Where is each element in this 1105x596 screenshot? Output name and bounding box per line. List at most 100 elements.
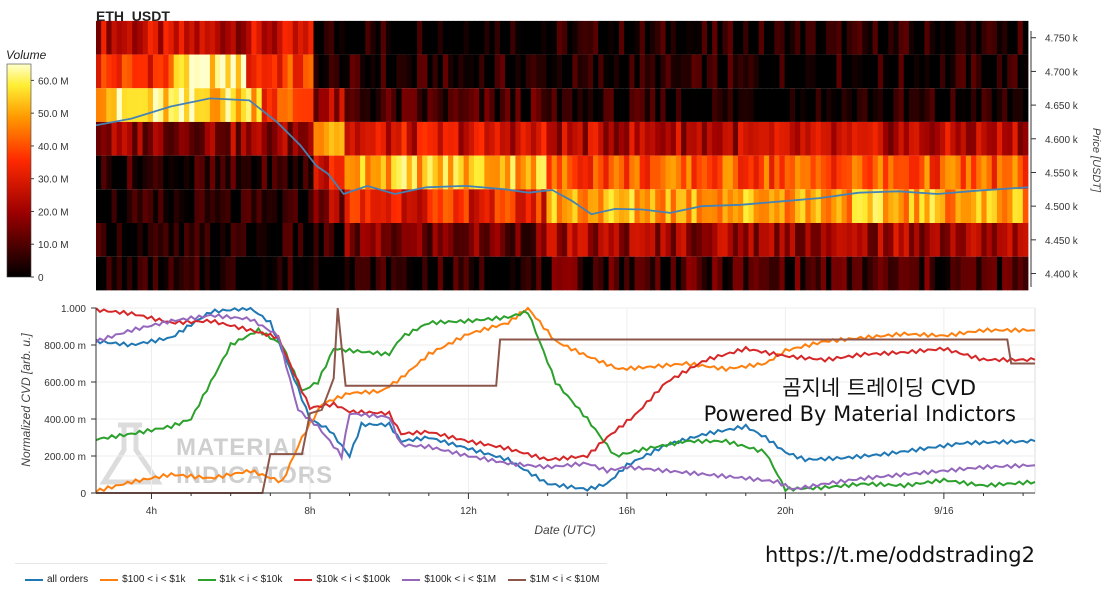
heatmap-cell (774, 54, 780, 89)
heatmap-cell (484, 189, 490, 223)
heatmap-cell (634, 54, 641, 89)
heatmap-cell (748, 256, 754, 291)
colorbar-tick-label: 0 (38, 273, 44, 284)
heatmap-cell (908, 155, 915, 190)
heatmap-cell (805, 189, 811, 223)
heatmap-cell (349, 88, 356, 122)
heatmap-cell (277, 155, 283, 190)
heatmap-cell (955, 223, 962, 257)
heatmap-cell (116, 88, 123, 122)
heatmap-cell (96, 20, 102, 55)
heatmap-cell (650, 121, 656, 156)
legend-item[interactable]: $1M < i < $10M (508, 574, 600, 585)
heatmap-cell (168, 54, 175, 89)
heatmap-cell (670, 54, 677, 89)
heatmap-cell (670, 155, 677, 190)
heatmap-cell (1017, 121, 1024, 156)
heatmap-cell (929, 189, 936, 223)
heatmap-cell (598, 155, 604, 190)
heatmap-cell (732, 155, 739, 190)
heatmap-cell (675, 223, 682, 257)
heatmap-cell (127, 88, 133, 122)
heatmap-cell (960, 256, 967, 291)
heatmap-cell (505, 121, 511, 156)
telegram-url[interactable]: https://t.me/oddstrading2 (765, 543, 1035, 567)
heatmap-cell (556, 121, 563, 156)
heatmap-cell (955, 121, 962, 156)
heatmap-cell (836, 223, 842, 257)
heatmap-cell (996, 20, 1003, 55)
heatmap-cell (613, 256, 620, 291)
heatmap-cell (929, 223, 936, 257)
heatmap-cell (494, 121, 501, 156)
heatmap-cell (820, 54, 827, 89)
heatmap-cell (463, 155, 470, 190)
heatmap-cell (194, 88, 200, 122)
heatmap-cell (732, 223, 739, 257)
heatmap-cell (189, 20, 195, 55)
heatmap-cell (629, 189, 635, 223)
heatmap-cell (784, 121, 791, 156)
heatmap-cell (256, 121, 263, 156)
legend-item[interactable]: $100k < i < $1M (402, 574, 496, 585)
heatmap-cell (996, 223, 1003, 257)
heatmap-cell (1022, 223, 1029, 257)
heatmap-cell (505, 189, 511, 223)
heatmap-cell (463, 256, 470, 291)
legend-item[interactable]: $1k < i < $10k (197, 574, 282, 585)
heatmap-cell (184, 223, 190, 257)
heatmap-cell (629, 155, 635, 190)
heatmap-cell (1002, 189, 1008, 223)
heatmap-cell (624, 223, 630, 257)
heatmap-cell (872, 189, 879, 223)
heatmap-cell (272, 121, 278, 156)
heatmap-cell (463, 121, 470, 156)
heatmap-cell (888, 20, 894, 55)
heatmap-cell (587, 20, 594, 55)
heatmap-cell (323, 54, 330, 89)
heatmap-cell (681, 20, 687, 55)
heatmap-cell (453, 223, 459, 257)
heatmap-cell (691, 189, 698, 223)
heatmap-cell (675, 54, 682, 89)
heatmap-cell (898, 256, 905, 291)
heatmap-cell (763, 121, 770, 156)
heatmap-cell (675, 88, 682, 122)
heatmap-cell (101, 223, 107, 257)
heatmap-cell (613, 54, 620, 89)
heatmap-cell (380, 54, 387, 89)
heatmap-cell (924, 54, 931, 89)
heatmap-cell (541, 256, 547, 291)
heatmap-cell (178, 155, 185, 190)
legend-item[interactable]: $10k < i < $100k (294, 574, 390, 585)
heatmap-cell (976, 54, 982, 89)
heatmap-cell (556, 20, 563, 55)
heatmap-cell (955, 256, 962, 291)
heatmap-cell (691, 121, 698, 156)
heatmap-cell (660, 256, 666, 291)
heatmap-cell (334, 223, 340, 257)
heatmap-cell (748, 189, 754, 223)
heatmap-cell (945, 155, 951, 190)
heatmap-cell (650, 223, 656, 257)
heatmap-cell (608, 54, 615, 89)
heatmap-cell (805, 155, 811, 190)
heatmap-cell (779, 54, 786, 89)
heatmap-cell (406, 189, 413, 223)
heatmap-cell (888, 189, 894, 223)
heatmap-cell (360, 223, 366, 257)
heatmap-cell (360, 121, 366, 156)
heatmap-cell (427, 155, 433, 190)
heatmap-cell (463, 223, 470, 257)
heatmap-cell (582, 88, 589, 122)
heatmap-cell (996, 54, 1003, 89)
heatmap-cell (717, 121, 723, 156)
heatmap-cell (743, 20, 749, 55)
legend-item[interactable]: all orders (25, 574, 88, 585)
legend-item[interactable]: $100 < i < $1k (100, 574, 186, 585)
heatmap-cell (349, 223, 356, 257)
heatmap-cell (572, 223, 578, 257)
heatmap-cell (365, 155, 371, 190)
heatmap-cell (121, 88, 128, 122)
heatmap-cell (520, 20, 527, 55)
